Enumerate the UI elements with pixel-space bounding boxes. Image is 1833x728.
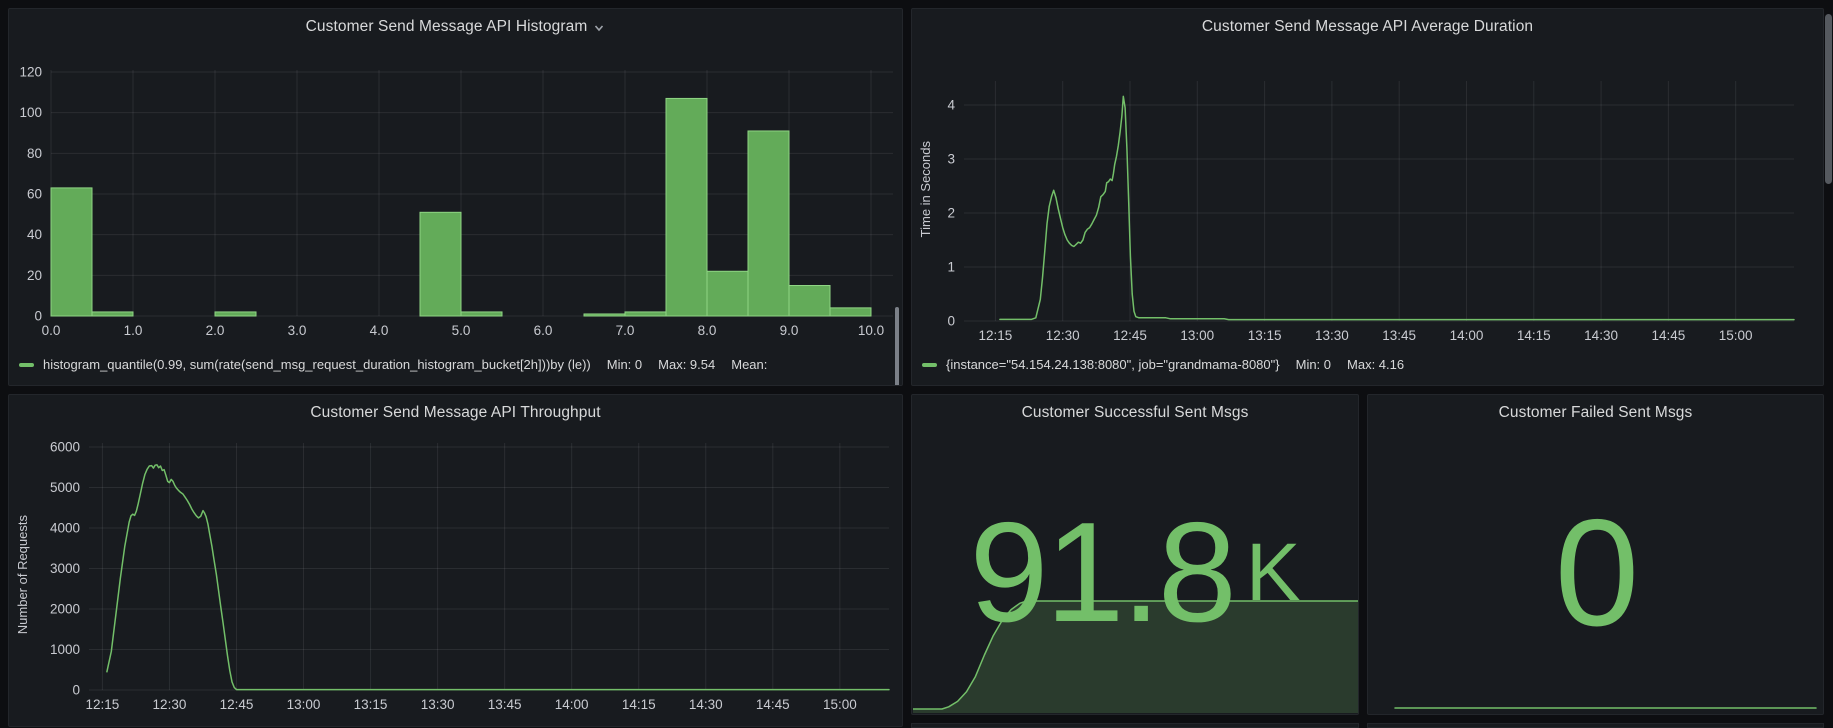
svg-text:12:45: 12:45 [1113, 328, 1147, 343]
panel-title: Customer Send Message API Throughput [310, 404, 601, 421]
page-scrollbar[interactable] [1825, 14, 1832, 184]
svg-text:2: 2 [947, 206, 955, 221]
svg-text:0: 0 [947, 314, 955, 329]
panel-average-duration: Customer Send Message API Average Durati… [911, 8, 1824, 386]
svg-text:14:30: 14:30 [689, 697, 723, 712]
svg-text:1.0: 1.0 [124, 323, 143, 338]
svg-text:14:30: 14:30 [1584, 328, 1618, 343]
svg-text:2000: 2000 [50, 602, 80, 617]
svg-text:13:30: 13:30 [421, 697, 455, 712]
panel-title: Customer Successful Sent Msgs [1021, 404, 1249, 421]
svg-text:6000: 6000 [50, 440, 80, 455]
svg-text:15:00: 15:00 [823, 697, 857, 712]
svg-text:13:30: 13:30 [1315, 328, 1349, 343]
svg-text:12:30: 12:30 [1046, 328, 1080, 343]
svg-text:13:00: 13:00 [1180, 328, 1214, 343]
svg-text:5.0: 5.0 [452, 323, 471, 338]
svg-text:4000: 4000 [50, 521, 80, 536]
svg-text:6.0: 6.0 [534, 323, 553, 338]
svg-text:14:00: 14:00 [555, 697, 589, 712]
svg-text:15:00: 15:00 [1719, 328, 1753, 343]
panel-header-duration[interactable]: Customer Send Message API Average Durati… [912, 9, 1823, 45]
legend-series-label[interactable]: histogram_quantile(0.99, sum(rate(send_m… [43, 357, 591, 372]
svg-text:12:15: 12:15 [86, 697, 120, 712]
legend-mean: Mean: [731, 357, 768, 372]
failed-sparkline [1394, 707, 1817, 709]
stat-value-wrap: 91.8 K [912, 431, 1358, 714]
panel-title: Customer Send Message API Histogram [305, 18, 588, 35]
panel-title: Customer Failed Sent Msgs [1498, 404, 1693, 421]
svg-text:1000: 1000 [50, 642, 80, 657]
panel-throughput: Customer Send Message API Throughput Num… [8, 394, 903, 727]
panel-header-failed[interactable]: Customer Failed Sent Msgs [1368, 395, 1823, 431]
chevron-down-icon[interactable] [593, 22, 605, 34]
svg-text:13:15: 13:15 [354, 697, 388, 712]
svg-text:0.0: 0.0 [42, 323, 61, 338]
next-row-panel-edge [911, 723, 1359, 728]
duration-chart[interactable]: 0 1 2 3 4 12:15 12:30 12:45 13:00 13:15 13:30 13:45… [920, 45, 1817, 345]
svg-text:12:15: 12:15 [979, 328, 1013, 343]
svg-text:20: 20 [27, 268, 42, 283]
panel-failed-msgs: Customer Failed Sent Msgs 0 [1367, 394, 1824, 715]
svg-text:3.0: 3.0 [288, 323, 307, 338]
stat-value-wrap: 0 [1368, 431, 1823, 714]
stat-value: 91.8 [969, 492, 1236, 652]
svg-text:2.0: 2.0 [206, 323, 225, 338]
panel-successful-msgs: Customer Successful Sent Msgs 91.8 K [911, 394, 1359, 715]
panel-histogram: Customer Send Message API Histogram 0 20 4… [8, 8, 903, 386]
svg-text:8.0: 8.0 [698, 323, 717, 338]
panel-title: Customer Send Message API Average Durati… [1201, 18, 1534, 35]
svg-text:14:00: 14:00 [1450, 328, 1484, 343]
success-sparkline [913, 600, 1358, 713]
svg-text:0: 0 [72, 683, 80, 698]
svg-text:4.0: 4.0 [370, 323, 389, 338]
svg-text:120: 120 [19, 65, 42, 80]
stat-unit: K [1245, 526, 1301, 618]
svg-text:13:00: 13:00 [287, 697, 321, 712]
stat-value: 0 [1554, 487, 1640, 658]
legend-max: Max: 9.54 [658, 357, 716, 372]
legend-min: Min: 0 [606, 357, 643, 372]
svg-text:13:45: 13:45 [1382, 328, 1416, 343]
duration-legend: {instance="54.154.24.138:8080", job="gra… [922, 350, 1811, 380]
svg-text:9.0: 9.0 [780, 323, 799, 338]
panel-header-histogram[interactable]: Customer Send Message API Histogram [9, 9, 902, 45]
throughput-chart[interactable]: 0 1000 2000 3000 4000 5000 6000 12:15 12:30 12:45… [17, 431, 896, 727]
panel-header-successful[interactable]: Customer Successful Sent Msgs [912, 395, 1358, 431]
histogram-legend: histogram_quantile(0.99, sum(rate(send_m… [19, 350, 890, 380]
svg-text:12:30: 12:30 [153, 697, 187, 712]
legend-series-label[interactable]: {instance="54.154.24.138:8080", job="gra… [946, 357, 1280, 372]
svg-text:5000: 5000 [50, 480, 80, 495]
series-color-swatch [19, 362, 34, 367]
next-row-panel-edge [1367, 723, 1824, 728]
svg-text:3000: 3000 [50, 561, 80, 576]
svg-text:14:45: 14:45 [756, 697, 790, 712]
svg-text:40: 40 [27, 227, 42, 242]
svg-text:1: 1 [947, 260, 955, 275]
svg-text:13:45: 13:45 [488, 697, 522, 712]
svg-text:10.0: 10.0 [858, 323, 884, 338]
svg-text:14:15: 14:15 [1517, 328, 1551, 343]
svg-text:100: 100 [19, 105, 42, 120]
svg-text:13:15: 13:15 [1248, 328, 1282, 343]
svg-text:3: 3 [947, 152, 955, 167]
svg-text:12:45: 12:45 [220, 697, 254, 712]
svg-text:80: 80 [27, 146, 42, 161]
svg-text:14:15: 14:15 [622, 697, 656, 712]
legend-scrollbar[interactable] [895, 307, 899, 385]
histogram-chart[interactable]: 0 20 40 60 80 100 120 0.0 1.0 2.0 3.0 4.0 5.0 6.0 7.0 8… [17, 45, 896, 345]
svg-text:60: 60 [27, 187, 42, 202]
svg-text:0: 0 [34, 309, 42, 324]
legend-max: Max: 4.16 [1347, 357, 1405, 372]
svg-text:14:45: 14:45 [1651, 328, 1685, 343]
svg-text:7.0: 7.0 [616, 323, 635, 338]
series-color-swatch [922, 362, 937, 367]
svg-text:4: 4 [947, 98, 955, 113]
panel-header-throughput[interactable]: Customer Send Message API Throughput [9, 395, 902, 431]
legend-min: Min: 0 [1295, 357, 1332, 372]
